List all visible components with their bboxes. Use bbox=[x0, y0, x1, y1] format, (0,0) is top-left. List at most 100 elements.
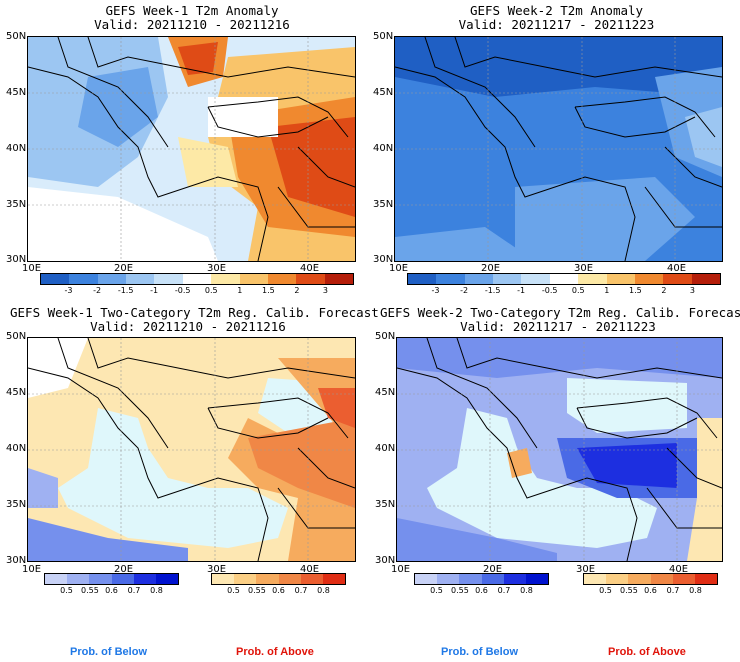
lon-label: 30E bbox=[207, 263, 227, 274]
colorbar-tick-label: 0.5 bbox=[60, 586, 73, 595]
colorbar-tick-label: 0.55 bbox=[451, 586, 469, 595]
colorbar-tick-label: 0.55 bbox=[81, 586, 99, 595]
lat-label: 40N bbox=[375, 443, 396, 454]
colorbar-swatch bbox=[459, 574, 482, 584]
colorbar-swatch bbox=[41, 274, 70, 284]
lon-label: 40E bbox=[669, 564, 689, 575]
colorbar-swatch bbox=[133, 574, 156, 584]
colorbar-tick-label: 0.8 bbox=[520, 586, 533, 595]
prob-above-label-right: Prob. of Above bbox=[608, 646, 686, 658]
panel-2-title-text: GEFS Week-2 T2m Anomaly bbox=[469, 3, 644, 18]
panel-4-above-colorbar bbox=[583, 573, 718, 585]
colorbar-swatch bbox=[324, 274, 353, 284]
panel-4-below-colorbar bbox=[414, 573, 549, 585]
prob-above-label-left: Prob. of Above bbox=[236, 646, 314, 658]
colorbar-swatch bbox=[606, 574, 629, 584]
lon-label: 30E bbox=[207, 564, 227, 575]
panel-2-colorbar bbox=[407, 273, 721, 285]
colorbar-swatch bbox=[267, 274, 297, 284]
colorbar-tick-label: 3 bbox=[689, 286, 695, 295]
panel-4-title: GEFS Week-2 Two-Category T2m Reg. Calib.… bbox=[380, 305, 740, 334]
colorbar-tick-label: 1.5 bbox=[628, 286, 642, 295]
colorbar-tick-label: 0.7 bbox=[497, 586, 511, 595]
lon-label: 20E bbox=[483, 564, 503, 575]
colorbar-tick-label: 0.8 bbox=[317, 586, 330, 595]
panel-1-title: GEFS Week-1 T2m Anomaly Valid: 20211210 … bbox=[28, 4, 356, 32]
panel-2-map bbox=[394, 36, 723, 262]
lon-label: 30E bbox=[576, 564, 596, 575]
colorbar-tick-label: -1 bbox=[150, 286, 159, 295]
lat-label: 50N bbox=[6, 331, 27, 342]
panel-3-above-colorbar bbox=[211, 573, 346, 585]
lon-label: 20E bbox=[114, 564, 134, 575]
lat-label: 50N bbox=[373, 31, 394, 42]
panel-2-valid-text: Valid: 20211217 - 20211223 bbox=[458, 17, 655, 32]
colorbar-swatch bbox=[239, 274, 268, 284]
colorbar-tick-label: 0.8 bbox=[689, 586, 702, 595]
panel-3-title: GEFS Week-1 Two-Category T2m Reg. Calib.… bbox=[10, 306, 379, 334]
panel-1-valid-text: Valid: 20211210 - 20211216 bbox=[94, 17, 290, 32]
colorbar-swatch bbox=[584, 574, 607, 584]
panel-1-title-text: GEFS Week-1 T2m Anomaly bbox=[105, 3, 279, 18]
colorbar-tick-label: -2 bbox=[93, 286, 102, 295]
colorbar-tick-label: 2 bbox=[661, 286, 667, 295]
colorbar-swatch bbox=[521, 274, 550, 284]
colorbar-swatch bbox=[464, 274, 494, 284]
colorbar-swatch bbox=[278, 574, 301, 584]
colorbar-tick-label: 0.5 bbox=[227, 586, 240, 595]
colorbar-swatch bbox=[211, 274, 240, 284]
colorbar-swatch bbox=[691, 274, 720, 284]
lat-label: 45N bbox=[6, 387, 27, 398]
colorbar-tick-label: 0.8 bbox=[150, 586, 163, 595]
colorbar-swatch bbox=[634, 274, 664, 284]
colorbar-swatch bbox=[234, 574, 257, 584]
colorbar-tick-label: -3 bbox=[431, 286, 440, 295]
colorbar-tick-label: 3 bbox=[322, 286, 328, 295]
panel-4-title-text: GEFS Week-2 Two-Category T2m Reg. Calib.… bbox=[380, 305, 740, 320]
lat-label: 35N bbox=[375, 499, 396, 510]
lat-label: 30N bbox=[375, 555, 396, 566]
colorbar-tick-label: 0.6 bbox=[644, 586, 657, 595]
colorbar-tick-label: 0.7 bbox=[127, 586, 141, 595]
colorbar-tick-label: 0.7 bbox=[666, 586, 680, 595]
lon-label: 10E bbox=[391, 564, 411, 575]
colorbar-swatch bbox=[549, 274, 579, 284]
colorbar-swatch bbox=[111, 574, 134, 584]
colorbar-tick-label: -1 bbox=[517, 286, 526, 295]
colorbar-swatch bbox=[578, 274, 607, 284]
colorbar-tick-label: 2 bbox=[294, 286, 300, 295]
colorbar-tick-label: -1.5 bbox=[117, 286, 134, 295]
colorbar-tick-label: 0.6 bbox=[475, 586, 488, 595]
colorbar-swatch bbox=[493, 274, 522, 284]
colorbar-swatch bbox=[45, 574, 68, 584]
lat-label: 35N bbox=[373, 199, 394, 210]
colorbar-swatch bbox=[481, 574, 504, 584]
lon-label: 10E bbox=[389, 263, 409, 274]
colorbar-swatch bbox=[155, 574, 179, 584]
lat-label: 30N bbox=[6, 254, 27, 265]
panel-2-title: GEFS Week-2 T2m Anomaly Valid: 20211217 … bbox=[390, 4, 723, 32]
colorbar-swatch bbox=[525, 574, 549, 584]
lat-label: 45N bbox=[375, 387, 396, 398]
lat-label: 50N bbox=[6, 31, 27, 42]
colorbar-tick-label: 0.5 bbox=[204, 286, 218, 295]
prob-below-label-right: Prob. of Below bbox=[441, 646, 518, 658]
colorbar-tick-label: 1.5 bbox=[261, 286, 275, 295]
lon-label: 30E bbox=[574, 263, 594, 274]
colorbar-tick-label: 1 bbox=[604, 286, 610, 295]
panel-3-map bbox=[27, 337, 356, 562]
lon-label: 20E bbox=[481, 263, 501, 274]
prob-below-label-left: Prob. of Below bbox=[70, 646, 147, 658]
panel-1-colorbar bbox=[40, 273, 354, 285]
colorbar-swatch bbox=[672, 574, 695, 584]
lat-label: 30N bbox=[6, 555, 27, 566]
colorbar-tick-label: -2 bbox=[460, 286, 469, 295]
colorbar-tick-label: 1 bbox=[237, 286, 243, 295]
colorbar-swatch bbox=[89, 574, 112, 584]
lat-label: 40N bbox=[6, 443, 27, 454]
panel-3-below-colorbar bbox=[44, 573, 179, 585]
colorbar-swatch bbox=[154, 274, 183, 284]
colorbar-swatch bbox=[650, 574, 673, 584]
colorbar-swatch bbox=[408, 274, 437, 284]
colorbar-tick-label: -1.5 bbox=[484, 286, 501, 295]
